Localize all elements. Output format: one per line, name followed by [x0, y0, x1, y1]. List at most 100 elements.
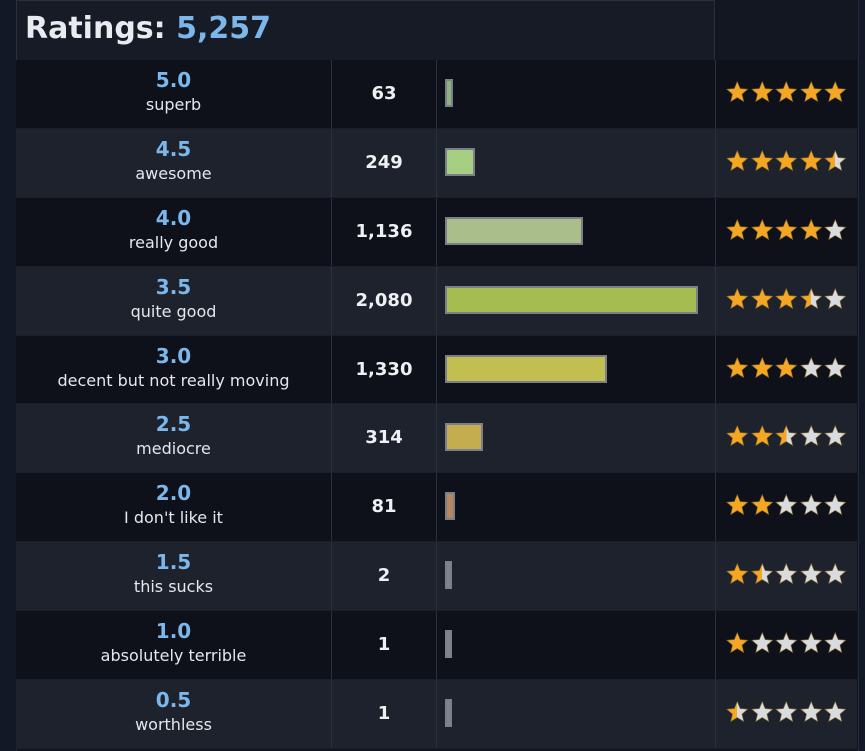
rating-count-cell: 81: [332, 473, 437, 542]
rating-bar: [445, 492, 455, 521]
rating-score[interactable]: 0.5: [155, 688, 192, 713]
rating-count: 314: [365, 427, 403, 449]
rating-label-cell: 3.5 quite good: [16, 266, 332, 335]
star-empty-icon: [799, 356, 822, 378]
star-full-icon: [775, 356, 798, 378]
rating-bar: [445, 630, 452, 659]
star-half-icon: [775, 425, 798, 447]
rating-description: superb: [145, 95, 202, 114]
rating-count-cell: 1,330: [332, 335, 437, 404]
rating-bar: [445, 354, 607, 383]
star-empty-icon: [799, 425, 822, 447]
star-empty-icon: [775, 494, 798, 516]
rating-stars-cell: [716, 404, 857, 472]
rating-description: mediocre: [136, 439, 211, 459]
ratings-title: Ratings: 5,257: [25, 11, 271, 46]
rating-row: 0.5 worthless 1: [16, 680, 857, 749]
ratings-header: Ratings: 5,257: [16, 0, 715, 60]
star-full-icon: [726, 287, 749, 309]
rating-row: 3.5 quite good 2,080: [16, 266, 857, 336]
rating-description: awesome: [135, 163, 212, 183]
rating-bar-cell: [437, 60, 716, 128]
rating-score[interactable]: 3.0: [155, 343, 192, 368]
star-empty-icon: [824, 494, 847, 516]
star-full-icon: [726, 356, 749, 378]
rating-score[interactable]: 4.0: [155, 205, 192, 230]
rating-bar-cell: [437, 128, 716, 197]
star-empty-icon: [750, 700, 773, 723]
star-empty-icon: [799, 700, 822, 723]
star-half-icon: [726, 700, 749, 723]
star-empty-icon: [775, 631, 798, 654]
rating-score[interactable]: 2.5: [155, 412, 192, 437]
rating-row: 1.0 absolutely terrible 1: [16, 611, 857, 681]
rating-stars-cell: [716, 267, 857, 335]
rating-score[interactable]: 4.5: [155, 136, 192, 161]
rating-label-cell: 0.5 worthless: [16, 680, 332, 748]
star-full-icon: [726, 149, 749, 172]
rating-row: 3.0 decent but not really moving 1,330: [16, 335, 857, 405]
star-full-icon: [750, 494, 773, 516]
rating-count-cell: 249: [332, 128, 437, 197]
rating-count: 2,080: [355, 289, 413, 311]
rating-bar: [445, 216, 583, 245]
star-full-icon: [750, 425, 773, 447]
rating-score[interactable]: 1.5: [155, 550, 192, 575]
rating-bar-cell: [437, 542, 716, 611]
rating-score[interactable]: 2.0: [155, 481, 192, 506]
rating-row: 1.5 this sucks 2: [16, 542, 857, 612]
rating-count: 1: [377, 703, 391, 725]
rating-stars-cell: [716, 680, 857, 748]
rating-label-cell: 1.5 this sucks: [16, 542, 332, 611]
ratings-table: 5.0 superb 63 4.5 awesome 249 4.0 really good 1,…: [16, 60, 857, 749]
rating-row: 2.0 I don't like it 81: [16, 473, 857, 543]
star-full-icon: [750, 356, 773, 378]
star-empty-icon: [824, 287, 847, 309]
rating-count-cell: 63: [332, 60, 437, 128]
star-full-icon: [726, 494, 749, 516]
star-half-icon: [750, 563, 773, 585]
rating-count-cell: 314: [332, 404, 437, 473]
star-full-icon: [726, 80, 749, 103]
star-full-icon: [799, 218, 822, 240]
star-rating: [725, 424, 848, 448]
rating-label-cell: 2.5 mediocre: [16, 404, 332, 473]
rating-label-cell: 4.5 awesome: [16, 128, 332, 197]
rating-score[interactable]: 3.5: [155, 274, 192, 299]
rating-label-cell: 1.0 absolutely terrible: [16, 611, 332, 680]
rating-count-cell: 1,136: [332, 197, 437, 266]
rating-bar: [445, 79, 453, 107]
star-full-icon: [726, 631, 749, 654]
rating-row: 4.0 really good 1,136: [16, 197, 857, 267]
rating-count: 1,330: [355, 358, 413, 380]
rating-score[interactable]: 1.0: [155, 619, 192, 644]
rating-count: 249: [365, 151, 403, 173]
rating-count: 63: [371, 83, 397, 104]
star-full-icon: [750, 218, 773, 240]
rating-row: 5.0 superb 63: [16, 60, 857, 129]
star-rating: [725, 149, 848, 173]
rating-description: worthless: [135, 715, 212, 735]
star-rating: [725, 493, 848, 517]
rating-stars-cell: [716, 60, 857, 128]
rating-description: quite good: [130, 301, 217, 321]
rating-description: absolutely terrible: [100, 646, 247, 666]
star-empty-icon: [775, 563, 798, 585]
rating-score[interactable]: 5.0: [155, 68, 192, 92]
star-full-icon: [726, 218, 749, 240]
rating-bar: [445, 561, 452, 590]
rating-count-cell: 2: [332, 542, 437, 611]
star-full-icon: [726, 425, 749, 447]
rating-bar-cell: [437, 335, 716, 404]
star-empty-icon: [775, 700, 798, 723]
rating-bar-cell: [437, 680, 716, 748]
rating-bar: [445, 699, 452, 728]
rating-bar-cell: [437, 197, 716, 266]
star-empty-icon: [824, 425, 847, 447]
rating-stars-cell: [716, 542, 857, 610]
rating-row: 4.5 awesome 249: [16, 128, 857, 198]
rating-bar-cell: [437, 611, 716, 680]
ratings-label: Ratings:: [25, 11, 166, 46]
header-filler: [716, 0, 857, 60]
star-rating: [725, 287, 848, 311]
